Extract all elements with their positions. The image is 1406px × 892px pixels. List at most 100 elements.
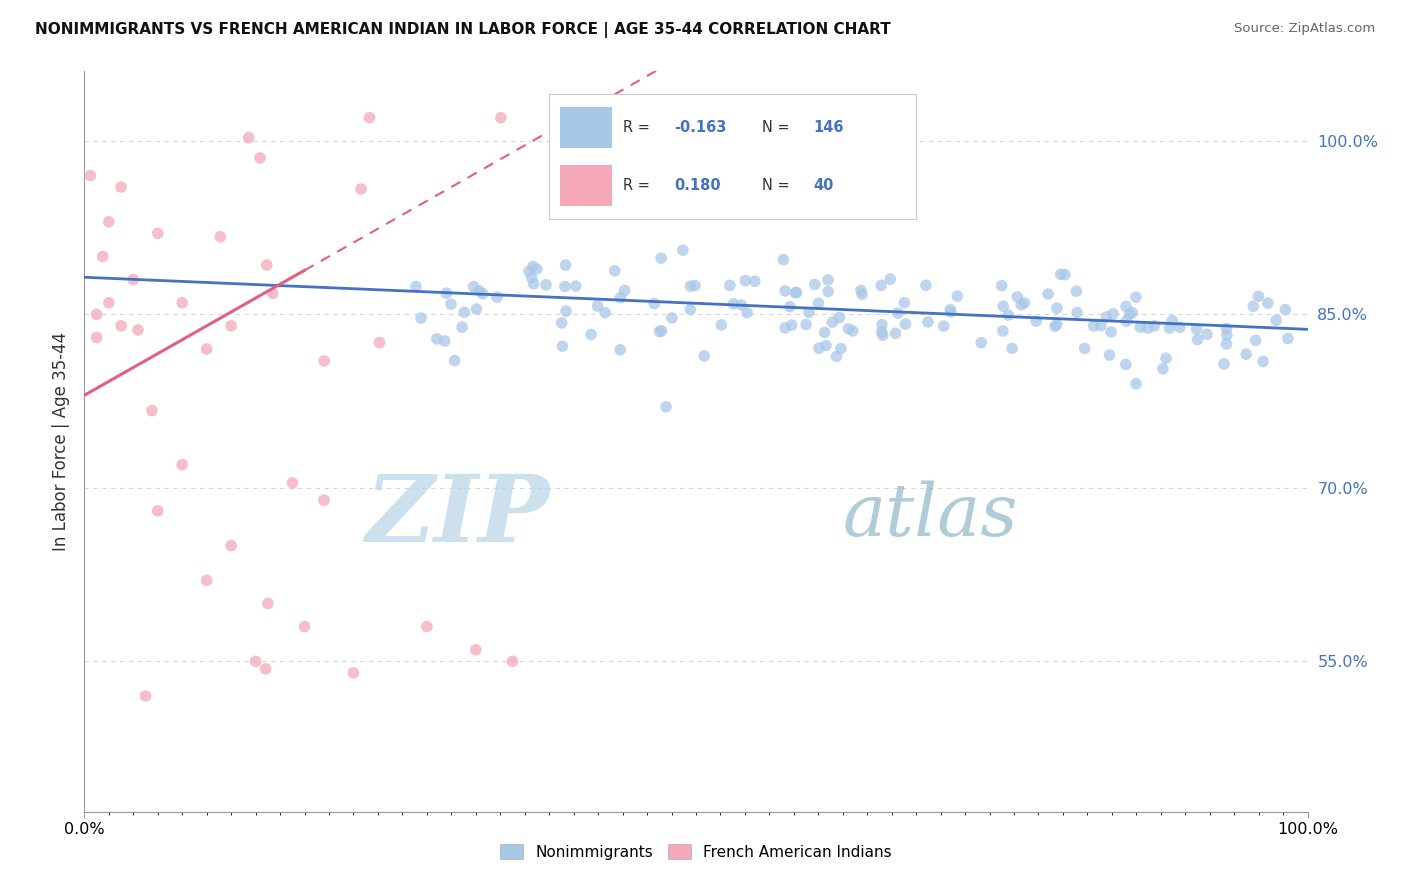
Point [1121,306,1143,320]
Point [779,300,801,314]
Point [522,277,544,291]
Point [1159,321,1181,335]
Point [932,318,955,333]
Point [146,227,169,241]
Point [219,539,242,553]
Point [294,620,316,634]
Point [416,620,439,634]
Point [1102,307,1125,321]
Point [433,334,456,348]
Point [734,273,756,287]
Point [821,315,844,329]
Point [195,574,218,588]
Point [471,286,494,301]
Point [1187,333,1209,347]
Point [579,327,602,342]
Point [825,350,848,364]
Point [1195,327,1218,342]
Point [209,229,232,244]
Point [141,403,163,417]
Point [679,302,702,317]
Point [122,272,145,286]
Point [828,310,851,325]
Point [534,277,557,292]
Point [780,318,803,332]
Point [1152,361,1174,376]
Point [257,597,280,611]
Point [970,335,993,350]
Point [554,258,576,272]
Point [842,324,865,338]
Point [1098,348,1121,362]
Point [1053,268,1076,282]
Point [872,328,894,343]
Point [97,295,120,310]
Point [849,284,872,298]
Point [468,284,491,298]
Legend: Nonimmigrants, French American Indians: Nonimmigrants, French American Indians [501,844,891,860]
Point [808,341,831,355]
Point [1257,296,1279,310]
Point [1125,290,1147,304]
Point [1161,313,1184,327]
Point [1136,321,1159,335]
Point [281,475,304,490]
Point [1014,296,1036,310]
Point [502,654,524,668]
Point [817,285,839,299]
Point [884,326,907,341]
Point [609,291,631,305]
Point [586,299,609,313]
Point [426,332,449,346]
Point [86,307,108,321]
Point [1083,318,1105,333]
Point [648,325,671,339]
Point [1251,354,1274,368]
Point [1277,331,1299,345]
Point [1118,307,1140,321]
Point [672,244,695,258]
Point [409,311,432,326]
Point [785,285,807,300]
Point [786,285,808,300]
Point [238,130,260,145]
Point [1185,322,1208,336]
Point [870,278,893,293]
Point [1216,328,1239,343]
Point [434,286,457,301]
Point [463,279,485,293]
Point [718,278,741,293]
Point [807,296,830,310]
Point [593,306,616,320]
Point [1095,310,1118,324]
Point [312,493,335,508]
Point [693,349,716,363]
Point [609,343,631,357]
Point [465,301,488,316]
Point [1043,319,1066,334]
Point [1129,320,1152,334]
Point [813,326,835,340]
Text: ZIP: ZIP [366,471,550,560]
Point [1247,289,1270,303]
Point [127,323,149,337]
Point [342,665,364,680]
Point [440,297,463,311]
Point [917,315,939,329]
Point [451,320,474,334]
Point [1090,318,1112,333]
Point [91,250,114,264]
Point [1115,358,1137,372]
Point [195,342,218,356]
Text: NONIMMIGRANTS VS FRENCH AMERICAN INDIAN IN LABOR FORCE | AGE 35-44 CORRELATION C: NONIMMIGRANTS VS FRENCH AMERICAN INDIAN … [35,22,891,38]
Point [1066,305,1088,319]
Point [489,111,512,125]
Point [837,322,859,336]
Point [683,278,706,293]
Point [723,297,745,311]
Point [172,295,194,310]
Point [661,310,683,325]
Point [939,305,962,319]
Point [79,169,101,183]
Point [1066,284,1088,298]
